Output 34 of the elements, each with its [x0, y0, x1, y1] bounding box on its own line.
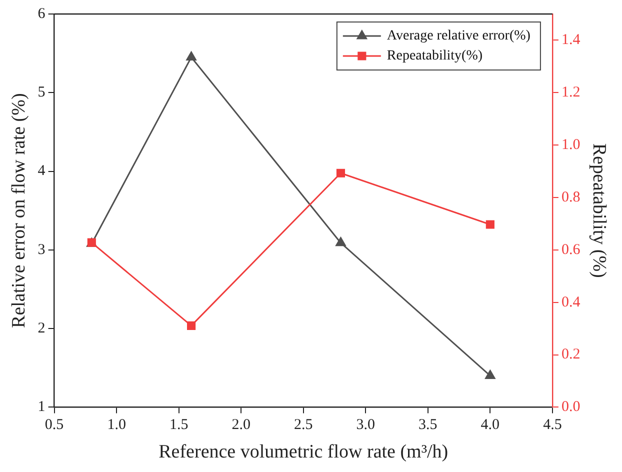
- point: [486, 220, 494, 229]
- x-tick-label: 2.5: [294, 417, 313, 434]
- x-axis-title: Reference volumetric flow rate (m³/h): [158, 442, 448, 463]
- y-tick-label: 6: [38, 6, 46, 22]
- x-tick-label: 4.0: [480, 417, 500, 434]
- y2-axis-title: Repeatability (%): [588, 143, 610, 278]
- x-tick-label: 4.5: [543, 417, 562, 434]
- y2-tick-label: 1.4: [561, 32, 581, 48]
- point: [485, 370, 496, 379]
- point: [336, 237, 346, 246]
- y-tick-label: 3: [38, 242, 46, 258]
- point: [336, 168, 346, 178]
- point: [187, 321, 196, 330]
- y-tick-label: 5: [38, 84, 46, 101]
- y2-tick-label: 0.6: [561, 242, 581, 258]
- x-tick-label: 3.5: [418, 417, 438, 434]
- point: [186, 52, 196, 60]
- y2-tick-label: 1.0: [561, 137, 580, 154]
- y2-tick-label: 0.8: [561, 189, 580, 206]
- legend-label: Average relative error(%): [386, 28, 531, 44]
- y-tick-label: 2: [38, 320, 46, 336]
- legend-label: Repeatability(%): [386, 48, 483, 64]
- y2-tick-label: 0.0: [561, 399, 580, 416]
- y2-tick-label: 0.4: [561, 294, 581, 310]
- x-tick-label: 2.0: [232, 417, 250, 434]
- x-tick-label: 1.0: [107, 417, 126, 434]
- x-tick-label: 1.5: [169, 417, 188, 434]
- y-axis-title: Relative error on flow rate (%): [8, 93, 30, 328]
- y2-tick-label: 1.2: [561, 84, 580, 101]
- y2-tick-label: 0.2: [561, 346, 580, 363]
- y-tick-label: 1: [38, 399, 46, 416]
- x-tick-label: 3.0: [356, 417, 376, 434]
- y-tick-label: 4: [38, 163, 46, 180]
- x-tick-label: 0.5: [44, 417, 64, 434]
